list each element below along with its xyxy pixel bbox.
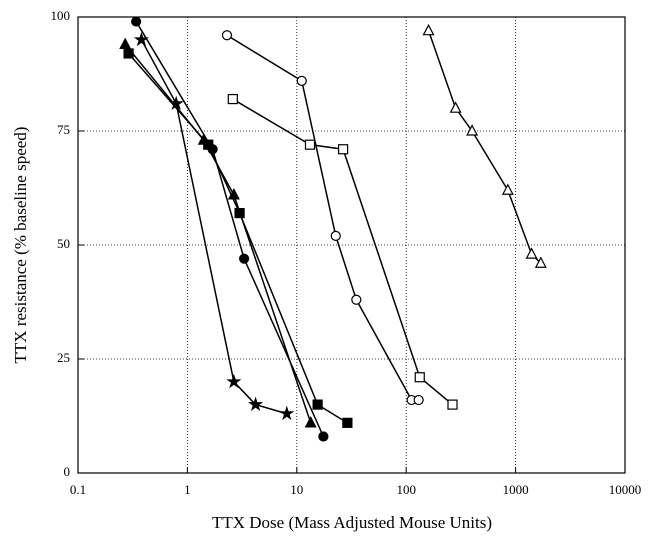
marker — [226, 373, 242, 389]
series-line — [140, 39, 287, 415]
marker — [351, 294, 362, 305]
series-line — [226, 34, 419, 401]
series-line — [124, 43, 312, 424]
marker — [525, 247, 538, 259]
marker — [466, 124, 479, 136]
marker — [227, 93, 238, 105]
marker — [123, 48, 134, 59]
marker — [318, 431, 329, 442]
x-tick-label: 10000 — [609, 482, 642, 497]
marker — [203, 139, 214, 150]
marker — [168, 95, 184, 111]
x-tick-label: 100 — [396, 482, 416, 497]
x-tick-label: 1 — [184, 482, 191, 497]
y-tick-label: 75 — [57, 122, 70, 137]
y-tick-label: 100 — [51, 8, 71, 23]
marker — [312, 399, 323, 410]
marker — [119, 37, 132, 49]
y-tick-label: 0 — [64, 464, 71, 479]
marker — [131, 16, 142, 27]
y-tick-label: 50 — [57, 236, 70, 251]
x-tick-label: 10 — [290, 482, 303, 497]
series-line — [427, 30, 542, 264]
marker — [304, 139, 316, 150]
marker — [342, 417, 353, 428]
marker — [248, 396, 264, 412]
y-tick-label: 25 — [57, 350, 70, 365]
marker — [501, 183, 514, 195]
marker — [279, 405, 295, 421]
x-tick-label: 0.1 — [70, 482, 86, 497]
marker — [304, 416, 317, 428]
marker — [422, 23, 435, 36]
marker — [447, 399, 458, 410]
marker — [414, 372, 425, 383]
marker — [234, 207, 245, 219]
marker — [413, 394, 424, 406]
marker — [338, 144, 349, 155]
marker — [133, 31, 149, 47]
marker — [330, 230, 341, 241]
marker — [239, 253, 250, 264]
marker — [449, 101, 462, 113]
series-line — [135, 21, 325, 437]
x-tick-label: 1000 — [503, 482, 529, 497]
y-axis-title: TTX resistance (% baseline speed) — [11, 127, 30, 364]
x-axis-title: TTX Dose (Mass Adjusted Mouse Units) — [212, 513, 492, 532]
marker — [296, 75, 307, 86]
marker — [534, 256, 547, 268]
marker — [221, 30, 233, 41]
